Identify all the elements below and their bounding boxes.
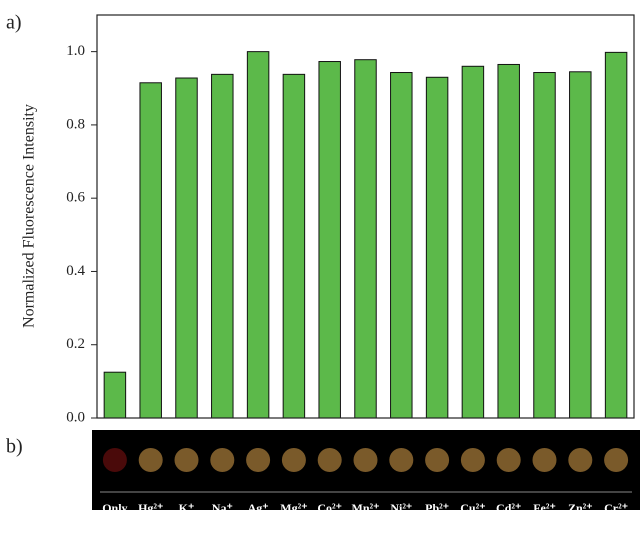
bar xyxy=(534,73,555,418)
x-tick-label: Pb²⁺ xyxy=(425,501,449,515)
x-tick-label: Mn²⁺ xyxy=(352,501,380,515)
x-tick-label: Hg²⁺ xyxy=(138,501,163,515)
y-tick-label: 0.6 xyxy=(66,190,85,206)
sample-well xyxy=(139,448,163,472)
group-label: Hg²⁺+ions xyxy=(314,520,367,534)
panel-label: a) xyxy=(6,12,22,34)
bar xyxy=(104,372,125,418)
x-tick-label: Only xyxy=(102,501,127,515)
sample-well xyxy=(103,448,127,472)
bar xyxy=(570,72,591,418)
sample-well xyxy=(604,448,628,472)
y-tick-label: 0.0 xyxy=(66,409,85,425)
panel-label: b) xyxy=(6,436,23,458)
x-tick-label: Fe²⁺ xyxy=(533,501,556,515)
x-tick-label: Na⁺ xyxy=(212,501,233,515)
x-tick-label: Cu²⁺ xyxy=(460,501,485,515)
y-axis-label: Normalized Fluorescence Intensity xyxy=(21,104,38,328)
bar xyxy=(319,62,340,418)
bar xyxy=(462,66,483,418)
sample-well xyxy=(282,448,306,472)
x-tick-label: Zn²⁺ xyxy=(568,501,593,515)
bar xyxy=(140,83,161,418)
sample-well xyxy=(533,448,557,472)
bar xyxy=(605,52,626,418)
sample-well xyxy=(497,448,521,472)
bar xyxy=(426,77,447,418)
x-tick-label: Co²⁺ xyxy=(317,501,342,515)
sample-well xyxy=(210,448,234,472)
y-tick-label: 0.8 xyxy=(66,116,85,132)
sample-well xyxy=(175,448,199,472)
bar xyxy=(498,64,519,418)
sample-well xyxy=(389,448,413,472)
x-tick-label: Cd²⁺ xyxy=(496,501,521,515)
sample-well xyxy=(568,448,592,472)
bar xyxy=(391,73,412,418)
x-tick-label: Ag⁺ xyxy=(248,501,269,515)
sample-well xyxy=(246,448,270,472)
sample-well xyxy=(425,448,449,472)
bar xyxy=(176,78,197,418)
y-tick-label: 1.0 xyxy=(66,43,85,59)
x-tick-label: Mg²⁺ xyxy=(280,501,307,515)
bar xyxy=(247,52,268,418)
x-tick-label: Ni²⁺ xyxy=(390,501,412,515)
sample-well xyxy=(461,448,485,472)
y-tick-label: 0.4 xyxy=(66,263,85,279)
x-tick-label: K⁺ xyxy=(179,501,195,515)
x-tick-label: Cr²⁺ xyxy=(604,501,628,515)
sample-well xyxy=(354,448,378,472)
sample-well xyxy=(318,448,342,472)
bar xyxy=(283,74,304,418)
chart: a) b) Normalized Fluorescence Intensity … xyxy=(0,0,640,537)
bar xyxy=(355,60,376,418)
bar xyxy=(212,74,233,418)
y-tick-label: 0.2 xyxy=(66,336,85,352)
